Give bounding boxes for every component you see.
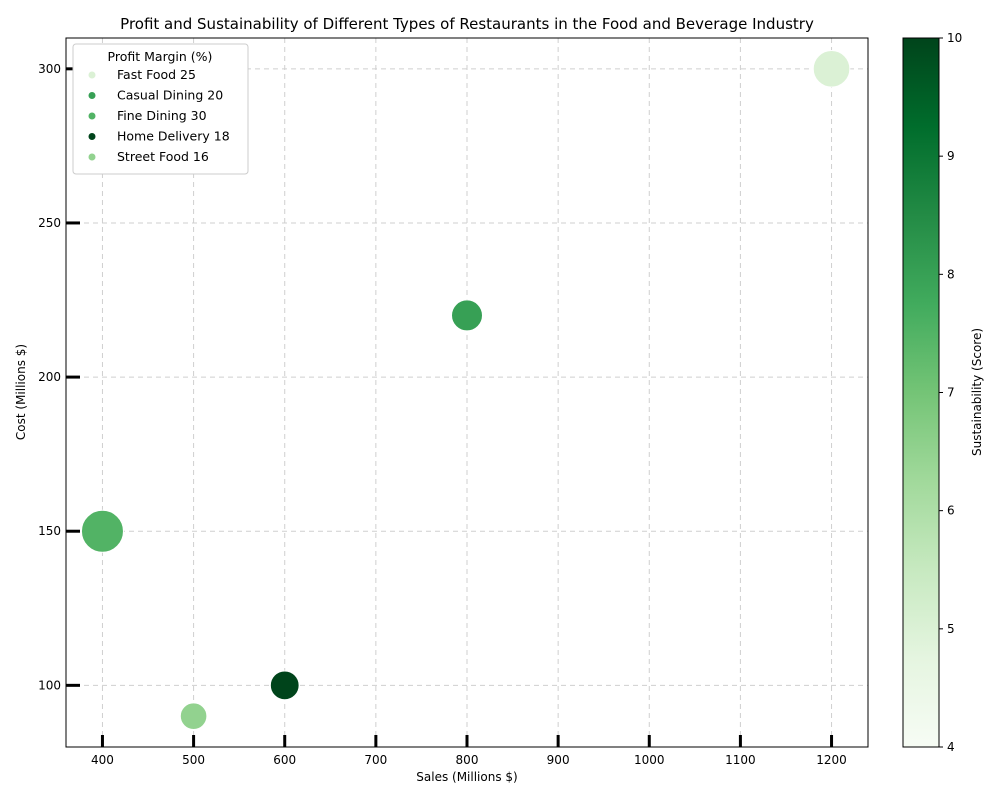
colorbar-gradient <box>902 37 940 748</box>
legend-box <box>72 43 249 175</box>
data-point: Fast Food <box>812 50 851 88</box>
x-tick-label: 1000 <box>634 753 665 767</box>
legend: Profit Margin (%) Fast Food 25 Casual Din… <box>72 43 249 175</box>
y-tick-label: 250 <box>38 216 61 230</box>
colorbar-tick-label: 7 <box>947 386 955 400</box>
data-point: Fine Dining <box>80 509 124 553</box>
y-tick-label: 200 <box>38 370 61 384</box>
data-point: Home Delivery <box>269 670 300 701</box>
colorbar-tick-label: 4 <box>947 740 955 754</box>
y-tick-label: 150 <box>38 524 61 538</box>
colorbar: 4 5 6 7 8 9 10 Sustainability (Score) <box>902 31 984 754</box>
x-tick-label: 1100 <box>725 753 756 767</box>
axis-ticks: 400 500 600 700 800 900 1000 1100 1200 100 150 200 2… <box>38 62 847 767</box>
plot-area: 400 500 600 700 800 900 1000 1100 1200 100 150 200 2… <box>38 37 869 767</box>
legend-marker <box>88 133 96 140</box>
plot-frame <box>65 37 869 748</box>
legend-marker <box>88 71 96 79</box>
data-point: Casual Dining <box>451 299 483 332</box>
data-points: Fast Food Casual Dining Fine Dining Home De… <box>80 50 851 730</box>
data-point: Street Food <box>179 702 208 730</box>
colorbar-tick-label: 8 <box>947 267 955 281</box>
legend-entry: Home Delivery 18 <box>117 129 230 144</box>
y-tick-label: 300 <box>38 62 61 76</box>
legend-marker <box>88 153 96 161</box>
grid-lines <box>66 38 868 747</box>
colorbar-tick-label: 9 <box>947 149 955 163</box>
x-axis-label: Sales (Millions $) <box>416 770 517 784</box>
legend-marker <box>88 112 96 120</box>
x-tick-label: 600 <box>273 753 296 767</box>
legend-marker <box>88 92 96 99</box>
x-tick-label: 500 <box>182 753 205 767</box>
x-tick-label: 900 <box>547 753 570 767</box>
legend-entry: Casual Dining 20 <box>117 88 223 103</box>
y-axis-label: Cost (Millions $) <box>14 344 28 440</box>
legend-entry: Fast Food 25 <box>117 67 196 82</box>
colorbar-tick-label: 6 <box>947 504 955 518</box>
x-tick-label: 700 <box>364 753 387 767</box>
colorbar-label: Sustainability (Score) <box>970 328 984 456</box>
colorbar-tick-label: 5 <box>947 622 955 636</box>
x-tick-label: 400 <box>91 753 114 767</box>
chart-title: Profit and Sustainability of Different T… <box>120 15 814 33</box>
x-tick-label: 800 <box>456 753 479 767</box>
legend-entry: Street Food 16 <box>117 149 209 164</box>
x-tick-label: 1200 <box>816 753 847 767</box>
legend-title: Profit Margin (%) <box>108 49 213 64</box>
y-tick-label: 100 <box>38 678 61 692</box>
colorbar-tick-label: 10 <box>947 31 962 45</box>
legend-entry: Fine Dining 30 <box>117 108 207 123</box>
